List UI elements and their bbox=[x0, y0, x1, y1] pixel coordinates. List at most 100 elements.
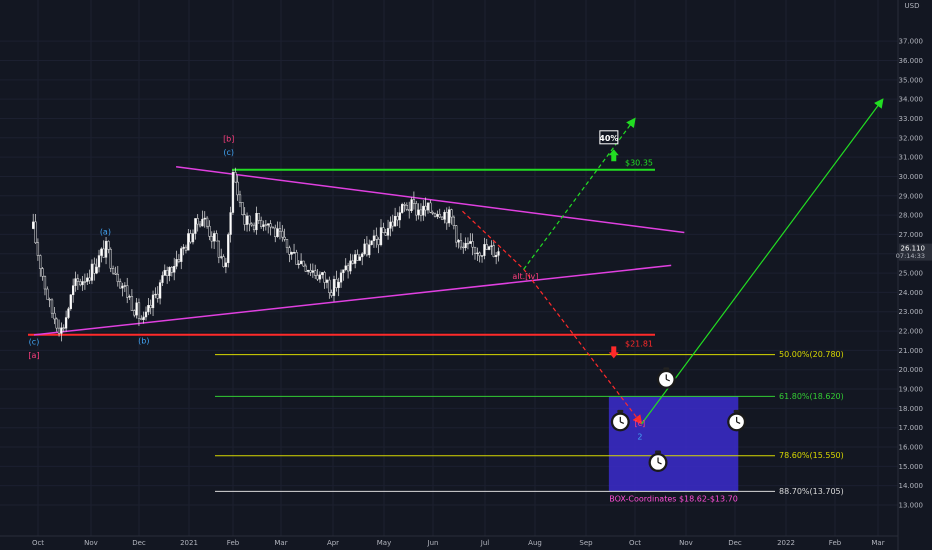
clock-icons bbox=[610, 367, 747, 472]
price-tick-label: 20.000 bbox=[899, 366, 924, 374]
time-tick-label: Feb bbox=[829, 539, 842, 547]
candle-body bbox=[368, 244, 371, 256]
candle-body bbox=[137, 302, 141, 319]
candle-body bbox=[264, 224, 268, 226]
candle-body bbox=[408, 209, 411, 211]
time-tick-label: Dec bbox=[728, 539, 742, 547]
triangle-lower-line bbox=[33, 264, 672, 336]
candle-body bbox=[67, 308, 70, 318]
candle-body bbox=[307, 269, 310, 272]
candle-body bbox=[62, 327, 65, 329]
candle-body bbox=[349, 260, 352, 272]
candle-body bbox=[140, 318, 143, 320]
candle-body bbox=[163, 270, 166, 276]
candle-body bbox=[455, 225, 458, 243]
time-tick-label: 2021 bbox=[180, 539, 198, 547]
time-tick-label: Dec bbox=[132, 539, 146, 547]
price-tick-label: 15.000 bbox=[899, 463, 924, 471]
bull-path bbox=[641, 98, 884, 425]
candle-body bbox=[422, 205, 425, 216]
last-price-marker bbox=[899, 243, 932, 261]
projection-paths: 40% bbox=[462, 98, 884, 425]
candle-body bbox=[295, 252, 298, 265]
candle-body bbox=[403, 204, 406, 206]
candle-body bbox=[283, 236, 286, 240]
last-price-countdown: 07:14:33 bbox=[896, 252, 925, 260]
candle-body bbox=[168, 266, 171, 277]
wave-label: [c] bbox=[635, 419, 646, 428]
candle-body bbox=[210, 236, 213, 242]
candle-body bbox=[372, 235, 376, 242]
fib-level-label: 88.70%(13.705) bbox=[779, 487, 844, 496]
candle-body bbox=[213, 233, 216, 242]
candle-body bbox=[97, 255, 101, 268]
clock-icon bbox=[656, 367, 676, 389]
price-tick-label: 30.000 bbox=[899, 173, 924, 181]
candle-body bbox=[69, 294, 72, 310]
candle-body bbox=[205, 217, 209, 227]
percent-badge-box bbox=[599, 130, 619, 145]
wave-label: alt.[iv] bbox=[512, 272, 538, 281]
candle-body bbox=[39, 255, 42, 269]
candle-body bbox=[184, 246, 188, 251]
fib-level-label: 50.00%(20.780) bbox=[779, 350, 844, 359]
candle-body bbox=[201, 218, 204, 227]
candle-body bbox=[121, 285, 124, 289]
candle-body bbox=[245, 215, 249, 225]
candle-body bbox=[166, 270, 169, 277]
candle-body bbox=[88, 277, 91, 281]
fib-level-label: 61.80%(18.620) bbox=[779, 392, 844, 401]
triangle-upper-line bbox=[176, 166, 685, 234]
candle-body bbox=[90, 263, 94, 281]
candle-body bbox=[346, 265, 350, 272]
candle-body bbox=[363, 243, 366, 255]
candle-body bbox=[469, 241, 472, 244]
resistance-label: $30.35 bbox=[625, 159, 653, 168]
candle-body bbox=[335, 279, 338, 288]
candle-body bbox=[375, 235, 378, 240]
candle-body bbox=[48, 299, 51, 301]
candle-body bbox=[267, 223, 270, 226]
clock-icon-hand bbox=[657, 461, 662, 465]
candle-body bbox=[64, 317, 68, 329]
time-tick-label: 2022 bbox=[777, 539, 795, 547]
candle-body bbox=[450, 209, 453, 218]
time-axis[interactable]: Oct Nov Dec 2021 Feb Mar Apr May Jun Jul Aug Sep Oct… bbox=[0, 535, 898, 547]
wave-label: (a) bbox=[100, 227, 111, 236]
wave-label: (b) bbox=[138, 337, 149, 346]
candlesticks bbox=[32, 167, 500, 342]
candle-body bbox=[57, 327, 61, 334]
candle-body bbox=[354, 254, 357, 264]
candle-body bbox=[393, 215, 397, 227]
candle-body bbox=[130, 296, 134, 311]
price-axis[interactable]: USD 13.000 14.000 15.000 16.000 17.000 18.000 1… bbox=[896, 0, 932, 550]
candle-body bbox=[337, 281, 340, 288]
candle-body bbox=[241, 202, 244, 215]
candle-body bbox=[46, 288, 49, 300]
clock-icon-crown bbox=[663, 367, 670, 371]
candle-body bbox=[119, 281, 122, 289]
up-arrow bbox=[608, 149, 619, 162]
support-label: $21.81 bbox=[625, 340, 653, 349]
clock-icon-hand bbox=[666, 378, 670, 382]
candle-body bbox=[415, 203, 418, 216]
price-tick-label: 27.000 bbox=[899, 231, 924, 239]
price-tick-label: 19.000 bbox=[899, 386, 924, 394]
candle-body bbox=[81, 281, 84, 286]
currency-label: USD bbox=[905, 2, 920, 10]
candle-body bbox=[144, 311, 148, 318]
candle-body bbox=[398, 212, 401, 221]
target-box: BOX-Coordinates $18.62-$13.70 bbox=[608, 396, 739, 503]
candle-body bbox=[431, 211, 434, 214]
candle-body bbox=[410, 199, 413, 211]
candle-body bbox=[227, 234, 230, 264]
candle-body bbox=[203, 217, 206, 220]
candle-body bbox=[34, 221, 37, 244]
candle-body bbox=[391, 221, 394, 227]
candle-body bbox=[36, 242, 40, 256]
time-tick-label: Nov bbox=[84, 539, 98, 547]
candle-body bbox=[173, 266, 176, 273]
candle-body bbox=[405, 205, 409, 210]
candle-body bbox=[217, 240, 220, 258]
